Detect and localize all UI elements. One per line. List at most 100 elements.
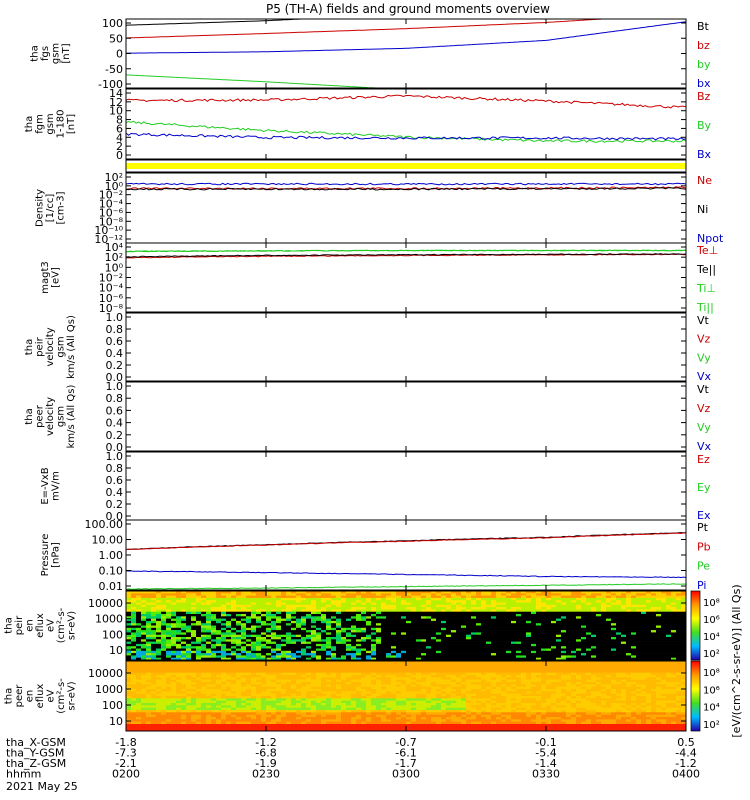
spectrogram-cell: [236, 682, 242, 685]
spectrogram-cell: [366, 625, 372, 629]
spectrogram-cell: [341, 618, 347, 622]
spectrogram-cell: [221, 607, 227, 610]
spectrogram-cell: [546, 609, 552, 612]
spectrogram-cell: [251, 686, 257, 690]
spectrogram-cell: [186, 682, 192, 685]
spectrogram-cell: [241, 616, 247, 619]
spectrogram-cell: [681, 627, 686, 631]
spectrogram-cell: [406, 650, 412, 654]
spectrogram-cell: [196, 691, 202, 694]
spectrogram-cell: [211, 625, 217, 629]
spectrogram-cell: [321, 679, 327, 683]
spectrogram-cell: [171, 677, 177, 680]
spectrogram-cell: [476, 643, 482, 647]
spectrogram-cell: [281, 641, 287, 645]
spectrogram-cell: [341, 641, 347, 645]
spectrogram-cell: [581, 602, 587, 606]
panel-frame: [125, 519, 687, 591]
spectrogram-cell: [226, 686, 232, 690]
spectrogram-cell: [606, 657, 612, 660]
spectrogram-cell: [356, 609, 362, 612]
spectrogram-cell: [456, 595, 462, 599]
spectrogram-cell: [436, 602, 442, 606]
spectrogram-cell: [651, 614, 657, 617]
spectrogram-cell: [151, 616, 157, 619]
spectrogram-cell: [261, 672, 267, 676]
spectrogram-cell: [481, 616, 487, 619]
spectrogram-cell: [131, 616, 137, 619]
spectrogram-cell: [291, 726, 297, 729]
spectrogram-cell: [616, 646, 622, 649]
spectrogram-cell: [161, 614, 167, 617]
spectrogram-cell: [131, 604, 137, 608]
spectrogram-cell: [181, 677, 187, 680]
spectrogram-cell: [566, 616, 572, 619]
spectrogram-cell: [186, 595, 192, 599]
spectrogram-cell: [571, 634, 577, 638]
spectrogram-cell: [331, 696, 337, 699]
spectrogram-cell: [336, 639, 342, 642]
spectrogram-cell: [166, 620, 172, 624]
spectrogram-cell: [236, 710, 242, 713]
spectrogram-cell: [256, 600, 262, 603]
spectrogram-cell: [171, 607, 177, 610]
spectrogram-cell: [416, 632, 422, 635]
spectrogram-cell: [376, 639, 382, 642]
spectrogram-cell: [161, 609, 167, 612]
spectrogram-cell: [356, 604, 362, 608]
spectrogram-cell: [296, 679, 302, 683]
spectrogram-cell: [291, 703, 297, 706]
spectrogram-cell: [136, 648, 142, 652]
spectrogram-cell: [496, 614, 502, 617]
spectrogram-cell: [126, 672, 132, 676]
spectrogram-cell: [231, 696, 237, 699]
spectrogram-cell: [421, 627, 427, 631]
spectrogram-cell: [651, 607, 657, 610]
spectrogram-cell: [351, 611, 357, 615]
spectrogram-cell: [326, 595, 332, 599]
spectrogram-cell: [521, 600, 527, 603]
spectrogram-cell: [366, 604, 372, 608]
spectrogram-cell: [171, 634, 177, 638]
spectrogram-cell: [351, 597, 357, 601]
spectrogram-cell: [621, 648, 627, 652]
spectrogram-cell: [536, 597, 542, 601]
spectrogram-cell: [376, 611, 382, 615]
spectrogram-cell: [146, 597, 152, 601]
spectrogram-cell: [261, 618, 267, 622]
spectrogram-cell: [266, 693, 272, 697]
spectrogram-cell: [271, 653, 277, 656]
spectrogram-cell: [511, 637, 517, 640]
spectrogram-cell: [406, 643, 412, 647]
spectrogram-cell: [541, 634, 547, 638]
spectrogram-cell: [376, 630, 382, 633]
spectrogram-cell: [426, 643, 432, 647]
spectrogram-cell: [301, 632, 307, 635]
spectrogram-cell: [641, 611, 647, 615]
spectrogram-cell: [326, 630, 332, 633]
spectrogram-cell: [271, 639, 277, 642]
spectrogram-cell: [521, 611, 527, 615]
spectrogram-cell: [191, 682, 197, 685]
spectrogram-cell: [246, 663, 252, 666]
spectrogram-cell: [181, 648, 187, 652]
spectrogram-cell: [161, 607, 167, 610]
spectrogram-cell: [661, 655, 667, 658]
spectrogram-cell: [416, 655, 422, 658]
spectrogram-cell: [591, 657, 597, 660]
spectrogram-cell: [536, 637, 542, 640]
spectrogram-cell: [301, 634, 307, 638]
spectrogram-cell: [231, 724, 237, 727]
spectrogram-cell: [151, 714, 157, 718]
spectrogram-cell: [676, 646, 682, 649]
spectrogram-cell: [631, 627, 637, 631]
spectrogram-cell: [201, 641, 207, 645]
spectrogram-cell: [286, 712, 292, 715]
spectrogram-cell: [656, 657, 662, 660]
spectrogram-cell: [421, 607, 427, 610]
spectrogram-cell: [226, 714, 232, 718]
spectrogram-cell: [276, 677, 282, 680]
spectrogram-cell: [321, 630, 327, 633]
spectrogram-cell: [171, 655, 177, 658]
spectrogram-cell: [646, 595, 652, 599]
